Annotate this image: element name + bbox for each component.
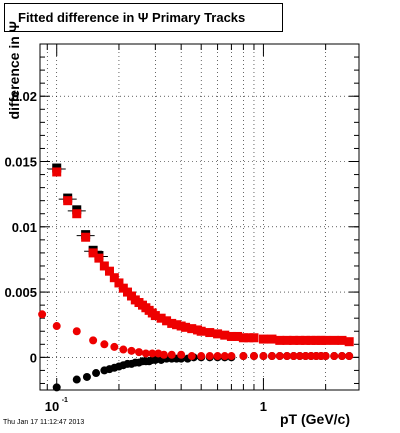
data-point-middle <box>330 352 339 361</box>
data-point-middle <box>289 352 298 361</box>
data-point-middle <box>110 342 119 351</box>
x-tick-label: 1 <box>260 399 267 414</box>
data-point-upper <box>94 253 104 263</box>
data-point-upper <box>238 333 248 343</box>
data-point-middle <box>100 340 109 349</box>
data-point-upper <box>344 337 354 347</box>
y-tick-label: 0.005 <box>4 285 37 300</box>
data-point-upper <box>150 311 160 321</box>
data-point-middle <box>197 352 206 361</box>
data-point-upper <box>114 278 124 288</box>
y-tick-label: 0.015 <box>4 155 37 170</box>
data-point-upper <box>156 313 166 323</box>
data-point-upper <box>205 328 215 338</box>
data-point-upper <box>63 196 73 206</box>
data-point-upper <box>172 320 182 330</box>
data-point-upper <box>289 335 299 345</box>
data-point-upper <box>267 334 277 344</box>
data-point-lower <box>151 355 160 364</box>
data-point-upper <box>88 248 98 258</box>
data-point-upper <box>99 261 109 271</box>
data-point-lower <box>92 369 101 378</box>
data-point-middle <box>239 352 248 361</box>
data-point-middle <box>282 352 291 361</box>
data-point-upper <box>258 334 268 344</box>
data-point-middle <box>187 352 196 361</box>
data-point-upper <box>196 326 206 336</box>
data-point-middle <box>72 327 81 336</box>
data-point-upper <box>321 335 331 345</box>
data-point-upper <box>72 209 82 219</box>
data-point-middle <box>345 352 354 361</box>
data-point-upper <box>282 335 292 345</box>
data-point-lower <box>82 372 91 381</box>
x-tick-label-exponent: -1 <box>62 397 68 404</box>
data-point-upper <box>109 273 119 283</box>
y-tick-label: 0.02 <box>12 89 37 104</box>
data-point-middle <box>127 346 136 355</box>
data-point-lower <box>72 375 81 384</box>
data-point-middle <box>213 352 222 361</box>
data-point-middle <box>249 352 258 361</box>
data-point-middle <box>167 350 176 359</box>
data-point-middle <box>52 322 61 331</box>
data-point-upper <box>306 335 316 345</box>
data-point-middle <box>321 352 330 361</box>
data-point-middle <box>295 352 304 361</box>
y-tick-label: 0 <box>30 350 37 365</box>
data-point-middle <box>275 352 284 361</box>
data-point-middle <box>38 310 47 319</box>
data-point-middle <box>227 352 236 361</box>
data-point-upper <box>337 335 347 345</box>
data-point-upper <box>249 333 259 343</box>
data-point-middle <box>119 345 128 354</box>
y-axis-label: difference in Ψ <box>6 21 22 120</box>
data-point-upper <box>213 329 223 339</box>
data-point-middle <box>205 352 214 361</box>
data-point-upper <box>52 167 62 177</box>
data-point-middle <box>89 336 98 345</box>
data-point-middle <box>259 352 268 361</box>
data-point-upper <box>181 322 191 332</box>
x-tick-label: 10 <box>45 399 59 414</box>
data-point-middle <box>148 349 157 358</box>
data-point-upper <box>187 324 197 334</box>
data-point-upper <box>233 331 243 341</box>
data-point-upper <box>244 333 254 343</box>
data-point-middle <box>134 348 143 357</box>
y-tick-label: 0.01 <box>12 220 37 235</box>
data-point-upper <box>329 335 339 345</box>
data-point-upper <box>301 335 311 345</box>
data-point-upper <box>275 335 285 345</box>
data-point-middle <box>338 352 347 361</box>
data-point-upper <box>311 335 321 345</box>
data-point-upper <box>104 266 114 276</box>
timestamp: Thu Jan 17 11:12:47 2013 <box>3 419 85 426</box>
data-point-middle <box>220 352 229 361</box>
data-point-upper <box>316 335 326 345</box>
data-point-upper <box>295 335 305 345</box>
x-axis-label: pT (GeV/c) <box>280 411 351 427</box>
data-point-upper <box>162 316 172 326</box>
chart-title: Fitted difference in Ψ Primary Tracks <box>4 3 283 32</box>
data-point-upper <box>81 232 91 242</box>
data-point-upper <box>226 331 236 341</box>
data-point-middle <box>159 350 168 359</box>
data-point-upper <box>167 318 177 328</box>
data-point-upper <box>220 330 230 340</box>
data-point-middle <box>267 352 276 361</box>
data-point-middle <box>177 350 186 359</box>
data-point-middle <box>141 349 150 358</box>
data-point-lower <box>52 383 61 392</box>
